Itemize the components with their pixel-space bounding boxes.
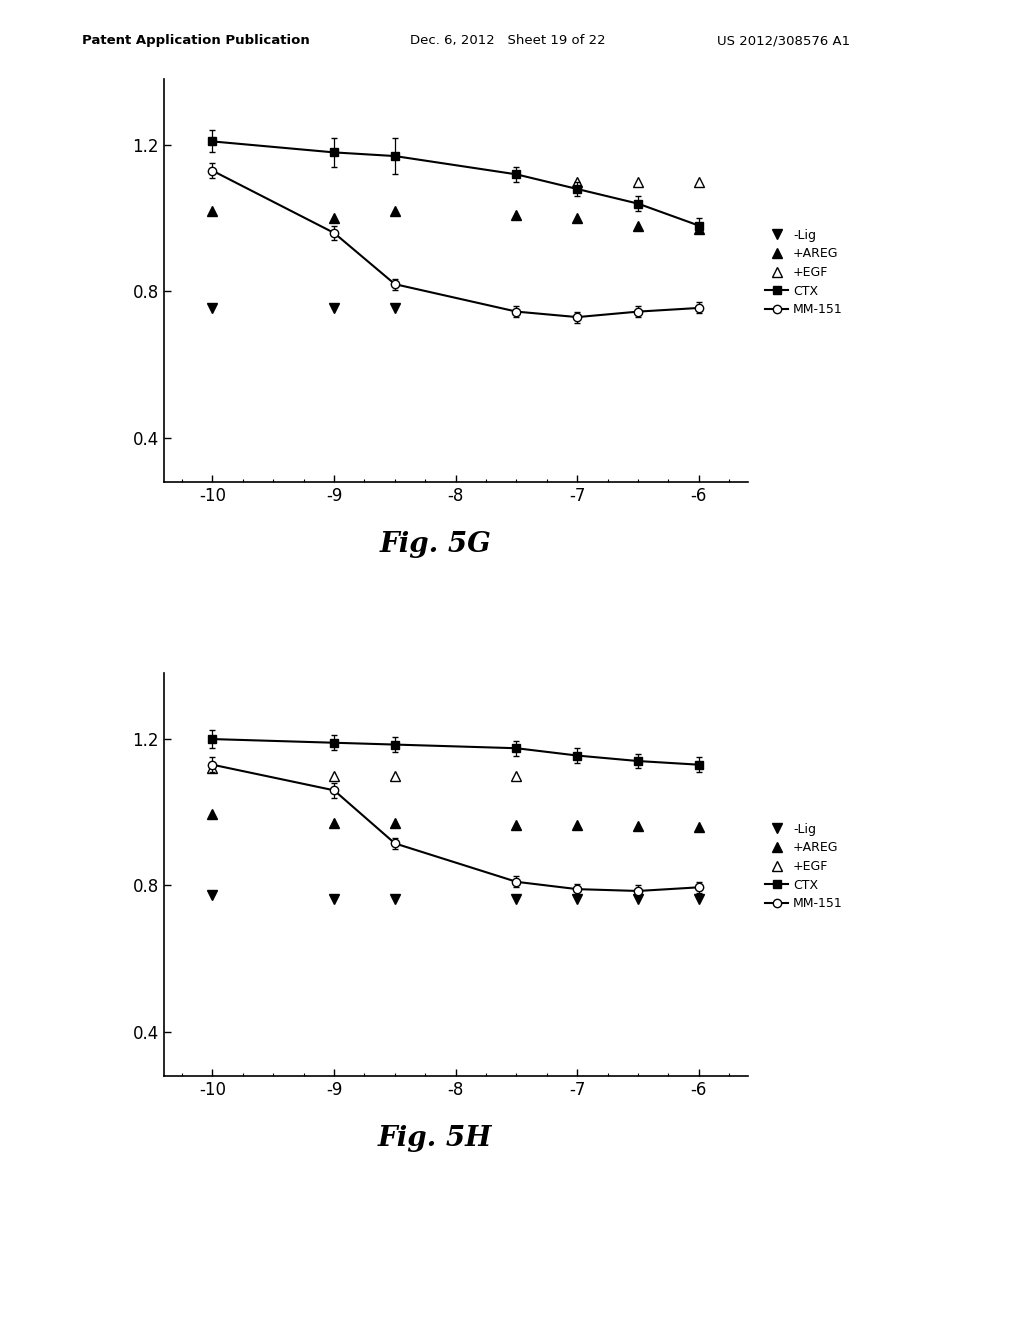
Legend: -Lig, +AREG, +EGF, CTX, MM-151: -Lig, +AREG, +EGF, CTX, MM-151 bbox=[766, 228, 843, 317]
Text: Fig. 5G: Fig. 5G bbox=[379, 531, 492, 557]
Text: Dec. 6, 2012   Sheet 19 of 22: Dec. 6, 2012 Sheet 19 of 22 bbox=[410, 34, 605, 48]
Text: US 2012/308576 A1: US 2012/308576 A1 bbox=[717, 34, 850, 48]
Legend: -Lig, +AREG, +EGF, CTX, MM-151: -Lig, +AREG, +EGF, CTX, MM-151 bbox=[766, 822, 843, 911]
Text: Patent Application Publication: Patent Application Publication bbox=[82, 34, 309, 48]
Text: Fig. 5H: Fig. 5H bbox=[378, 1125, 493, 1151]
